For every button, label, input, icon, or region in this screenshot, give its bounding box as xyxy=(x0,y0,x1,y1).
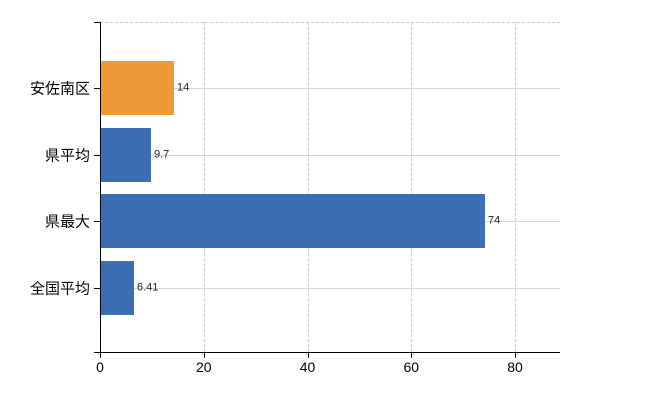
y-axis-tick-0 xyxy=(94,22,100,23)
grid-vline-20 xyxy=(203,22,205,352)
x-axis-tick-80 xyxy=(515,352,516,358)
x-axis-tick-0 xyxy=(100,352,101,358)
bar-2 xyxy=(101,194,485,248)
x-axis-tick-label-60: 60 xyxy=(403,359,420,375)
x-axis-tick-60 xyxy=(411,352,413,358)
bar-value-label-1: 9.7 xyxy=(154,148,170,160)
category-label-0: 安佐南区 xyxy=(29,80,90,98)
x-axis-line xyxy=(94,352,560,353)
grid-vline-40 xyxy=(307,22,309,352)
y-axis-tick-3 xyxy=(94,221,100,222)
grid-vline-80 xyxy=(515,22,516,352)
y-axis-tick-4 xyxy=(94,287,100,289)
category-label-1: 県平均 xyxy=(44,147,90,164)
x-axis-tick-label-20: 20 xyxy=(195,359,212,375)
x-axis-tick-40 xyxy=(307,352,309,358)
bar-value-label-2: 74 xyxy=(488,214,501,227)
grid-hline-row-3 xyxy=(100,287,560,289)
grid-hline-row-1 xyxy=(100,154,560,156)
bar-value-label-0: 14 xyxy=(177,81,190,94)
bar-0 xyxy=(101,61,174,115)
y-axis-tick-1 xyxy=(94,88,100,89)
x-axis-tick-label-80: 80 xyxy=(507,359,523,375)
category-label-3: 全国平均 xyxy=(29,280,90,297)
grid-vline-60 xyxy=(411,22,413,352)
bar-value-label-3: 6.41 xyxy=(137,281,159,293)
category-label-2: 県最大 xyxy=(44,213,90,231)
y-axis-tick-2 xyxy=(94,154,100,156)
x-axis-tick-20 xyxy=(203,352,205,358)
x-axis-tick-label-0: 0 xyxy=(96,359,104,375)
x-axis-tick-label-40: 40 xyxy=(299,359,316,375)
bar-1 xyxy=(101,127,151,182)
grid-top-border xyxy=(100,22,560,23)
bar-3 xyxy=(101,260,134,315)
y-axis-line xyxy=(100,22,101,352)
grid-hline-row-0 xyxy=(100,88,560,89)
